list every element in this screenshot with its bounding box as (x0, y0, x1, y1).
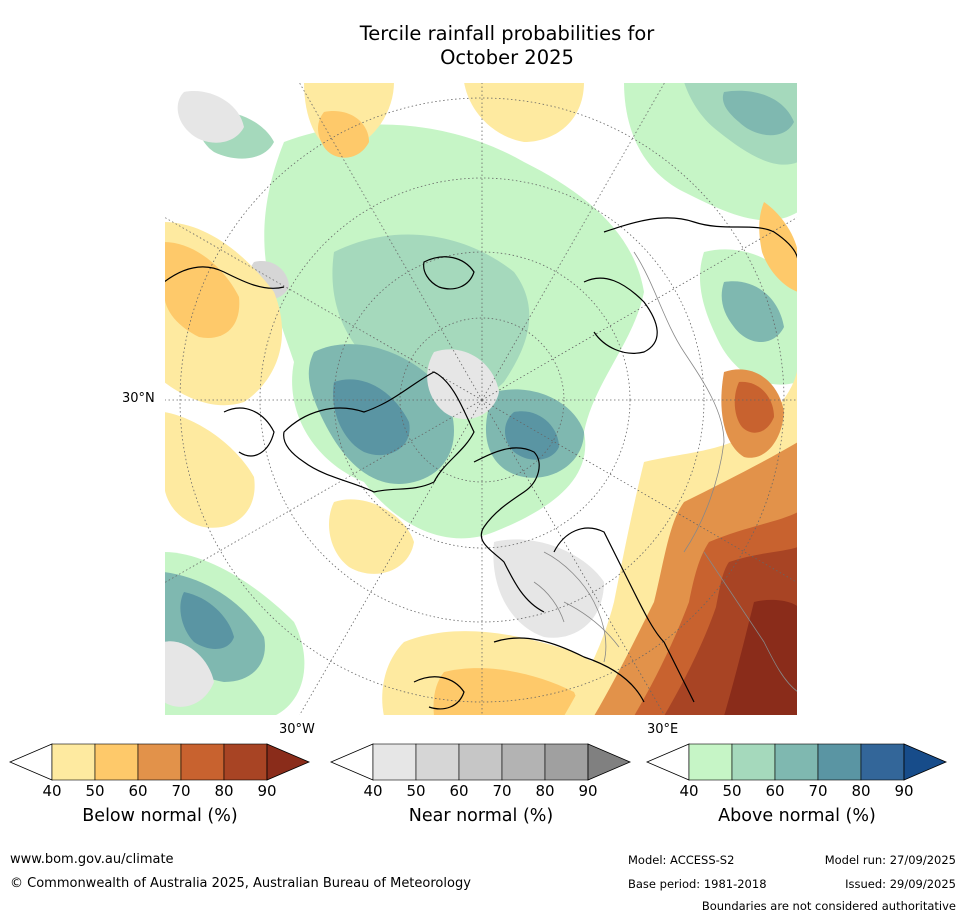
colorbar-segment (501, 743, 546, 781)
model-name: Model: ACCESS-S2 (628, 853, 735, 867)
colorbar-tick-label: 60 (765, 782, 785, 800)
colorbar-upper-extension (587, 743, 632, 781)
colorbar-lower-extension (329, 743, 374, 781)
rainfall-probability-map (164, 82, 798, 716)
colorbar-segment (180, 743, 225, 781)
colorbar-upper-extension (903, 743, 948, 781)
colorbar-segment (544, 743, 589, 781)
national-boundaries (533, 251, 798, 693)
colorbar-tick-label: 50 (722, 782, 742, 800)
colorbar-segment (372, 743, 417, 781)
colorbar-tick-label: 90 (257, 782, 277, 800)
below-normal-label: Below normal (%) (82, 806, 238, 826)
model-run-date: Model run: 27/09/2025 (824, 853, 956, 867)
issued-date: Issued: 29/09/2025 (845, 877, 956, 891)
below-normal-regions (164, 82, 798, 716)
coastlines (164, 217, 798, 710)
title-line-1: Tercile rainfall probabilities for (359, 22, 655, 45)
longitude-label-30e: 30°E (647, 722, 679, 737)
colorbar-segment (731, 743, 776, 781)
colorbar-segment (458, 743, 503, 781)
boundaries-disclaimer: Boundaries are not considered authoritat… (701, 899, 956, 913)
colorbar-tick-label: 90 (578, 782, 598, 800)
colorbar-tick-label: 70 (171, 782, 191, 800)
near-normal-label: Near normal (%) (408, 806, 554, 826)
colorbar-tick-label: 70 (492, 782, 512, 800)
colorbar-tick-label: 80 (535, 782, 555, 800)
copyright-text: © Commonwealth of Australia 2025, Austra… (10, 876, 471, 891)
colorbar-segment (415, 743, 460, 781)
longitude-label-30w: 30°W (279, 722, 315, 737)
colorbar-tick-label: 50 (406, 782, 426, 800)
below-normal-colorbar (8, 743, 311, 781)
base-period: Base period: 1981-2018 (628, 877, 767, 891)
colorbar-segment (94, 743, 139, 781)
colorbar-upper-extension (266, 743, 311, 781)
colorbar-segment (817, 743, 862, 781)
near-normal-regions (164, 91, 604, 707)
colorbar-tick-label: 70 (808, 782, 828, 800)
colorbar-tick-label: 90 (894, 782, 914, 800)
colorbar-segment (137, 743, 182, 781)
colorbar-segment (223, 743, 268, 781)
colorbar-segment (860, 743, 905, 781)
colorbar-tick-label: 40 (363, 782, 383, 800)
above-normal-colorbar (645, 743, 948, 781)
meridian-grid (164, 82, 798, 716)
title-line-2: October 2025 (440, 46, 574, 69)
colorbar-tick-label: 40 (679, 782, 699, 800)
colorbar-segment (774, 743, 819, 781)
colorbar-tick-label: 80 (851, 782, 871, 800)
colorbar-tick-label: 50 (85, 782, 105, 800)
colorbar-segment (688, 743, 733, 781)
colorbar-tick-label: 40 (42, 782, 62, 800)
colorbar-tick-label: 60 (128, 782, 148, 800)
latitude-label-30n: 30°N (122, 391, 155, 406)
colorbar-tick-label: 60 (449, 782, 469, 800)
bom-url-link[interactable]: www.bom.gov.au/climate (10, 852, 174, 867)
colorbar-lower-extension (8, 743, 53, 781)
above-normal-label: Above normal (%) (718, 806, 876, 826)
colorbar-segment (51, 743, 96, 781)
page-title: Tercile rainfall probabilities for Octob… (0, 22, 965, 70)
near-normal-colorbar (329, 743, 632, 781)
colorbar-lower-extension (645, 743, 690, 781)
colorbar-tick-label: 80 (214, 782, 234, 800)
